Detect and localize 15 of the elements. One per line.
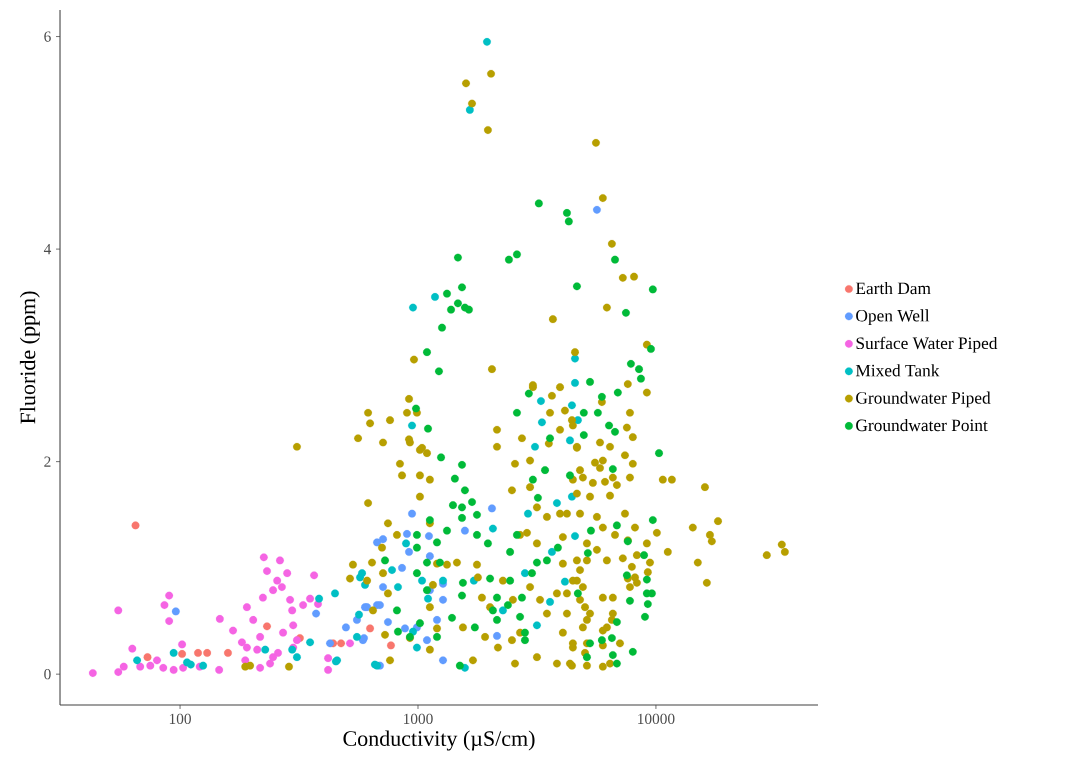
y-tick-label: 4 [43, 244, 52, 255]
x-axis-title: Conductivity (µS/cm) [343, 730, 535, 751]
legend-label: Groundwater Point [856, 418, 988, 432]
legend-label: Mixed Tank [855, 364, 940, 377]
y-tick-label: 6 [44, 31, 51, 42]
legend-label: Earth Dam [855, 281, 931, 295]
x-tick-label: 10000 [638, 713, 675, 725]
x-tick-label: 100 [169, 713, 191, 725]
legend-label: Open Well [856, 309, 930, 326]
legend-label: Surface Water Piped [856, 336, 998, 353]
legend-label: Groundwater Piped [856, 391, 991, 408]
y-axis-title: Fluoride (ppm) [19, 291, 40, 424]
x-tick-label: 1000 [403, 713, 433, 725]
y-tick-label: 2 [44, 456, 51, 467]
y-tick-label: 0 [44, 669, 51, 680]
